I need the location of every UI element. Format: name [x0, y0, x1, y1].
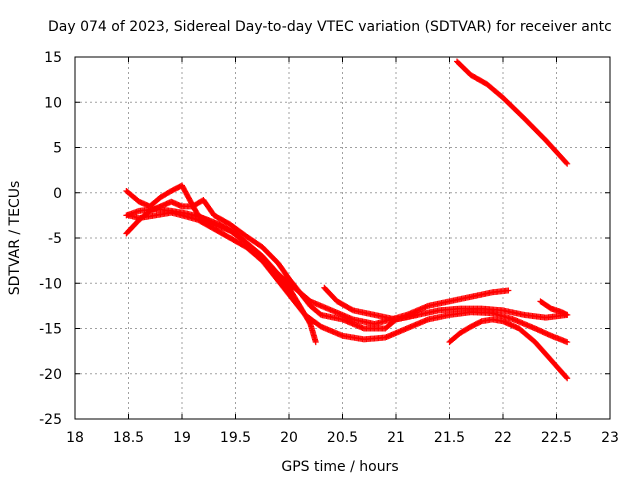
y-tick-label: -15 [39, 322, 62, 338]
x-tick-label: 21 [387, 430, 405, 446]
y-tick-label: -20 [39, 367, 62, 383]
tick-labels: 18 18.5 19 19.5 20 20.5 21 21.5 22 22.5 23 15 10 5 0 -5… [39, 50, 619, 446]
x-tick-label: 23 [601, 430, 619, 446]
x-tick-label: 19 [173, 430, 191, 446]
data-point [564, 311, 571, 318]
x-tick-label: 20.5 [327, 430, 358, 446]
y-tick-label: -25 [39, 412, 62, 428]
x-tick-label: 20 [280, 430, 298, 446]
data-point [564, 339, 571, 346]
y-tick-label: -10 [39, 276, 62, 292]
y-tick-label: -5 [48, 231, 62, 247]
series-s8 [537, 298, 571, 318]
y-tick-label: 15 [44, 50, 62, 66]
x-tick-label: 22.5 [541, 430, 572, 446]
data-point [312, 339, 319, 346]
x-tick-label: 19.5 [220, 430, 251, 446]
x-tick-label: 18.5 [113, 430, 144, 446]
x-tick-label: 21.5 [434, 430, 465, 446]
axis-ticks [74, 56, 611, 420]
series-s4 [123, 196, 571, 332]
data-point [563, 159, 570, 166]
y-tick-label: 0 [53, 186, 62, 202]
x-tick-label: 22 [494, 430, 512, 446]
data-point [414, 311, 421, 318]
series-s7 [446, 316, 571, 382]
data-point [563, 374, 570, 381]
y-tick-label: 10 [44, 95, 62, 111]
series-s1 [453, 58, 571, 167]
x-tick-label: 18 [66, 430, 84, 446]
y-axis-label: SDTVAR / TECUs [7, 181, 23, 296]
x-axis-label: GPS time / hours [281, 459, 398, 475]
data-point [564, 160, 571, 167]
data-points [123, 58, 571, 382]
y-tick-label: 5 [53, 141, 62, 157]
series-s5 [125, 209, 571, 346]
data-point [564, 375, 571, 382]
series-s6 [321, 284, 421, 323]
data-point [505, 287, 512, 294]
chart-title: Day 074 of 2023, Sidereal Day-to-day VTE… [48, 19, 612, 35]
